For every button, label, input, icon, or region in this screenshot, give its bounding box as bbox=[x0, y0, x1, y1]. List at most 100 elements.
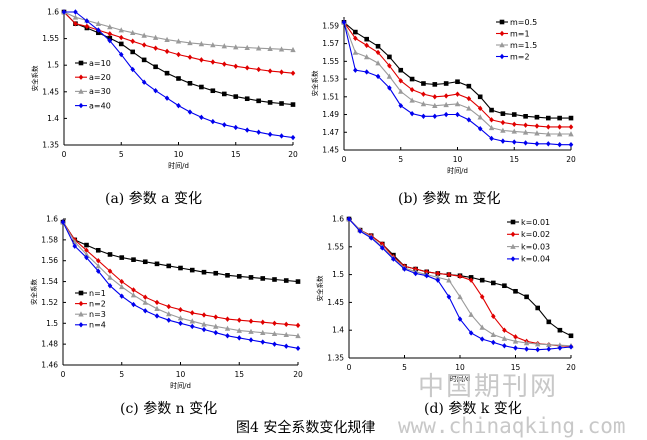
data-point-c-0 bbox=[225, 273, 230, 278]
data-point-b-0 bbox=[421, 81, 426, 86]
data-point-b-2 bbox=[443, 101, 449, 108]
data-point-c-2 bbox=[107, 274, 113, 280]
y-tick-label-b: 1.55 bbox=[322, 57, 339, 66]
data-point-c-1 bbox=[213, 314, 219, 320]
legend-marker-d-1 bbox=[510, 231, 516, 237]
data-point-a-0 bbox=[222, 91, 227, 97]
data-point-a-2 bbox=[267, 45, 273, 52]
y-tick-label-c: 1.56 bbox=[41, 256, 58, 265]
data-point-c-2 bbox=[119, 283, 125, 290]
data-point-c-0 bbox=[178, 265, 183, 271]
data-point-a-3 bbox=[244, 127, 250, 133]
data-point-d-3 bbox=[380, 245, 385, 251]
data-point-c-3 bbox=[72, 243, 78, 249]
data-point-b-0 bbox=[398, 67, 404, 73]
legend-label-a-2: a=30 bbox=[89, 87, 111, 96]
y-tick-label-b: 1.47 bbox=[322, 128, 339, 137]
data-point-b-1 bbox=[489, 117, 494, 123]
data-point-a-2 bbox=[233, 44, 239, 50]
legend-label-a-0: a=10 bbox=[89, 59, 111, 68]
series-c-2: n=3 bbox=[60, 219, 301, 339]
x-tick-label-a: 15 bbox=[231, 150, 241, 159]
data-point-c-3 bbox=[178, 320, 183, 326]
data-point-a-1 bbox=[73, 21, 78, 27]
x-axis-title-a: 时间/d bbox=[168, 161, 189, 170]
data-point-d-3 bbox=[524, 346, 529, 352]
data-point-a-2 bbox=[175, 38, 182, 44]
data-point-b-3 bbox=[477, 126, 483, 132]
data-point-c-1 bbox=[225, 316, 230, 322]
data-point-b-1 bbox=[443, 93, 449, 99]
data-point-c-0 bbox=[154, 261, 160, 267]
y-tick-label-b: 1.59 bbox=[322, 21, 339, 30]
series-b-0: m=0.5 bbox=[341, 18, 574, 121]
data-point-d-2 bbox=[501, 335, 508, 341]
data-point-b-1 bbox=[421, 91, 426, 97]
y-tick-label-d: 1.4 bbox=[332, 326, 344, 335]
series-c-1: n=2 bbox=[60, 219, 301, 329]
data-point-b-2 bbox=[420, 100, 427, 107]
data-point-a-3 bbox=[96, 27, 101, 33]
data-point-c-3 bbox=[213, 329, 219, 336]
y-tick-label-d: 1.55 bbox=[327, 242, 344, 251]
legend-marker-d-3 bbox=[510, 256, 516, 262]
series-c-3: n=4 bbox=[60, 219, 301, 352]
x-tick-label-b: 10 bbox=[453, 155, 463, 164]
data-point-b-1 bbox=[398, 78, 404, 84]
series-d-1: k=0.02 bbox=[346, 216, 574, 350]
legend-marker-b-3 bbox=[499, 53, 505, 60]
data-point-d-0 bbox=[491, 280, 496, 286]
data-point-d-2 bbox=[523, 340, 530, 346]
data-point-d-3 bbox=[502, 343, 507, 349]
data-point-c-3 bbox=[260, 339, 266, 345]
data-point-b-2 bbox=[432, 102, 438, 108]
data-point-b-3 bbox=[568, 141, 574, 148]
data-point-c-2 bbox=[295, 332, 301, 339]
data-point-b-2 bbox=[522, 129, 529, 135]
data-point-b-1 bbox=[455, 91, 460, 97]
data-point-c-3 bbox=[84, 254, 89, 261]
watermark-url: www.chinaqking.com bbox=[398, 414, 626, 438]
data-point-a-1 bbox=[256, 66, 261, 73]
data-point-c-1 bbox=[201, 312, 207, 318]
x-tick-label-d: 20 bbox=[566, 363, 576, 372]
data-point-b-1 bbox=[546, 124, 551, 130]
data-point-a-1 bbox=[176, 51, 181, 58]
y-tick-label-a: 1.55 bbox=[42, 34, 59, 43]
data-point-c-2 bbox=[224, 325, 231, 331]
data-point-c-1 bbox=[84, 247, 89, 253]
data-point-b-0 bbox=[364, 36, 369, 42]
data-point-d-2 bbox=[512, 338, 519, 344]
y-tick-label-b: 1.57 bbox=[322, 39, 339, 48]
data-point-b-2 bbox=[454, 100, 461, 107]
legend-marker-a-2 bbox=[78, 88, 84, 94]
legend-label-c-1: n=2 bbox=[89, 299, 106, 308]
data-point-c-0 bbox=[95, 247, 101, 253]
data-point-a-3 bbox=[141, 79, 147, 85]
data-point-a-0 bbox=[141, 57, 147, 63]
data-point-b-2 bbox=[386, 73, 393, 79]
data-point-c-3 bbox=[154, 313, 160, 319]
data-point-a-1 bbox=[130, 38, 135, 44]
data-point-c-0 bbox=[213, 270, 219, 276]
y-tick-label-c: 1.58 bbox=[41, 235, 58, 244]
y-tick-label-a: 1.5 bbox=[47, 61, 59, 70]
data-point-b-3 bbox=[534, 141, 540, 147]
data-point-a-2 bbox=[95, 20, 102, 27]
data-point-d-3 bbox=[491, 339, 496, 346]
data-point-a-1 bbox=[153, 45, 158, 51]
data-point-b-2 bbox=[398, 88, 404, 94]
data-point-d-3 bbox=[346, 216, 352, 222]
data-point-a-0 bbox=[233, 94, 239, 99]
y-axis-title-c: 安全系数 bbox=[29, 279, 38, 306]
data-point-b-1 bbox=[387, 63, 392, 69]
data-point-a-3 bbox=[199, 114, 204, 121]
data-point-b-3 bbox=[364, 69, 369, 75]
y-tick-label-a: 1.45 bbox=[42, 87, 59, 96]
data-point-c-1 bbox=[154, 299, 160, 306]
data-point-b-0 bbox=[500, 111, 506, 116]
data-point-c-1 bbox=[248, 318, 254, 324]
data-point-b-3 bbox=[500, 138, 506, 144]
data-point-b-3 bbox=[455, 111, 460, 118]
legend-marker-c-3 bbox=[78, 322, 84, 328]
